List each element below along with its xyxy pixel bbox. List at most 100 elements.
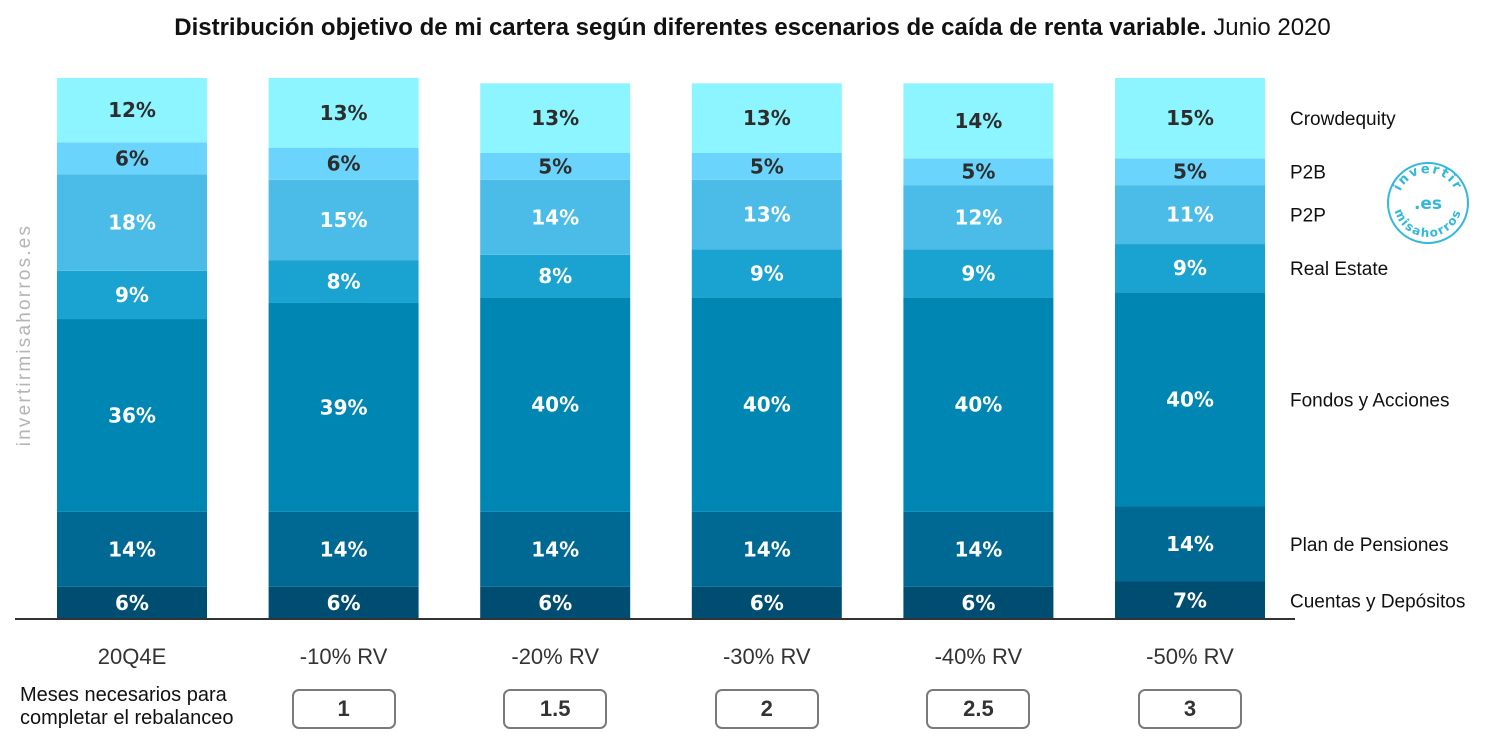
bar-value-label: 13% [531,106,579,130]
bar-segment [268,260,419,303]
bar-segment [268,179,419,261]
bar-value-label: 40% [1166,387,1214,411]
bar-value-label: 7% [1173,588,1207,612]
chart-title-date: Junio 2020 [1213,14,1331,41]
legend-label: Crowdequity [1290,109,1396,130]
category-label: 20Q4E [98,644,167,669]
bar-segment [903,511,1054,587]
bar-segment [691,152,842,180]
category-label: -20% RV [511,644,599,669]
months-value-box: 1.5 [503,689,608,729]
bar-value-label: 5% [750,154,784,178]
bar-segment [1115,292,1265,507]
bar-value-label: 15% [320,208,368,232]
months-value-box: 2 [714,689,819,729]
legend-label: P2P [1290,206,1326,227]
months-value-box: 2.5 [926,689,1031,729]
months-value-box: 3 [1138,689,1242,729]
bar-segment [903,158,1054,186]
bar-value-label: 14% [320,537,368,561]
bar-segment [691,179,842,250]
bar-value-label: 40% [954,393,1002,417]
legend-label: Cuentas y Depósitos [1290,591,1465,612]
bar-value-label: 5% [1173,160,1207,184]
bar-segment [903,185,1054,250]
bar-value-label: 14% [743,537,791,561]
bar-segment [57,142,207,175]
bar-value-label: 9% [115,283,149,307]
bar-segment [57,586,207,619]
bar-value-label: 14% [531,537,579,561]
bar-segment [268,302,419,512]
bar-value-label: 14% [108,537,156,561]
logo-ring [1387,162,1469,244]
bar-value-label: 13% [743,106,791,130]
bar-value-label: 14% [531,205,579,229]
bar-value-label: 6% [538,591,572,615]
bar-segment [1115,185,1265,245]
bar-value-label: 6% [750,591,784,615]
bar-segment [691,249,842,298]
bar-segment [1115,581,1265,619]
logo-text-top: invertir [1390,162,1465,194]
bar-segment [480,586,631,619]
bar-value-label: 5% [538,154,572,178]
bar-segment [1115,78,1265,159]
bar-segment [268,586,419,619]
bar-segment [480,511,631,587]
bar-value-label: 12% [108,98,156,122]
bar-value-label: 39% [320,395,368,419]
bar-segment [57,511,207,587]
bar-segment [903,586,1054,619]
bar-segment [57,319,207,512]
bar-value-label: 40% [531,393,579,417]
bar-value-label: 14% [1166,532,1214,556]
category-label: -30% RV [723,644,811,669]
bar-segment [691,297,842,512]
bar-value-label: 12% [954,205,1002,229]
bar-value-label: 14% [954,109,1002,133]
bar-segment [1115,244,1265,293]
bar-value-label: 15% [1166,106,1214,130]
bar-segment [1115,158,1265,186]
bar-value-label: 6% [327,152,361,176]
legend-label: Real Estate [1290,259,1388,280]
bar-segment [1115,506,1265,582]
legend-label: Fondos y Acciones [1290,390,1449,411]
bar-value-label: 9% [1173,256,1207,280]
bar-segment [480,254,631,298]
bar-value-label: 8% [538,264,572,288]
bar-value-label: 6% [327,591,361,615]
category-label: -10% RV [300,644,388,669]
bar-value-label: 9% [961,262,995,286]
bar-segment [268,511,419,587]
bar-segment [480,179,631,255]
bar-segment [268,147,419,180]
bar-segment [903,297,1054,512]
bar-value-label: 18% [108,211,156,235]
bar-segment [480,297,631,512]
bar-segment [903,83,1054,159]
months-value-box: 1 [291,689,396,729]
legend-label: P2B [1290,163,1326,184]
bar-segment [691,511,842,587]
bar-segment [268,78,419,148]
category-label: -50% RV [1146,644,1234,669]
logo-text-middle: .es [1414,194,1442,214]
bar-segment [57,270,207,320]
category-label: -40% RV [935,644,1023,669]
bar-value-label: 14% [954,537,1002,561]
bar-value-label: 8% [327,270,361,294]
legend-label: Plan de Pensiones [1290,535,1448,556]
bar-value-label: 6% [961,591,995,615]
bar-value-label: 36% [108,403,156,427]
bar-value-label: 13% [743,203,791,227]
bar-segment [691,83,842,153]
bar-segment [57,174,207,271]
logo: invertir .es misahorros [1387,162,1469,244]
bar-segment [903,249,1054,298]
bar-value-label: 5% [961,160,995,184]
bar-value-label: 13% [320,101,368,125]
bar-value-label: 9% [750,262,784,286]
